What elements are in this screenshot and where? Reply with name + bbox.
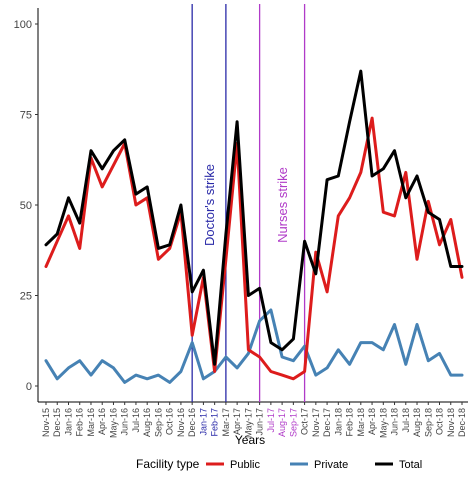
x-tick-label: Nov-15: [41, 408, 51, 437]
x-tick-label: Mar-16: [86, 408, 96, 437]
x-tick-label: Feb-17: [210, 408, 220, 437]
x-tick-label: Nov-17: [311, 408, 321, 437]
x-tick-label: Sep-17: [288, 408, 298, 437]
x-tick-label: Mar-17: [221, 408, 231, 437]
x-tick-label: Dec-16: [187, 408, 197, 437]
x-tick-label: Apr-17: [232, 408, 242, 435]
x-tick-label: Nov-16: [176, 408, 186, 437]
legend: Facility type Public Private Total: [136, 457, 422, 471]
x-tick-label: May-17: [243, 408, 253, 438]
x-tick-label: Sep-16: [153, 408, 163, 437]
legend-title: Facility type: [136, 457, 200, 471]
x-tick-label: Aug-17: [277, 408, 287, 437]
x-tick-label: Mar-18: [356, 408, 366, 437]
x-tick-label: May-16: [108, 408, 118, 438]
x-tick-label: Nov-18: [446, 408, 456, 437]
x-tick-label: Dec-15: [52, 408, 62, 437]
x-tick-label: Feb-16: [75, 408, 85, 437]
series-lines: [44, 69, 464, 384]
legend-label-total: Total: [399, 459, 422, 471]
x-tick-label: Jun-17: [255, 408, 265, 436]
y-tick-label: 50: [20, 200, 32, 212]
x-tick-label: Oct-18: [435, 408, 445, 435]
x-tick-label: Sep-18: [423, 408, 433, 437]
x-tick-label: Jul-17: [266, 408, 276, 433]
x-tick-label: Oct-17: [300, 408, 310, 435]
annotation-label: Doctor's strike: [202, 164, 217, 246]
x-tick-label: Jun-18: [390, 408, 400, 436]
x-axis-label: Years: [235, 433, 265, 447]
x-tick-label: Aug-16: [142, 408, 152, 437]
y-tick-label: 100: [14, 19, 32, 31]
x-tick-label: Apr-18: [367, 408, 377, 435]
x-tick-label: Jun-16: [120, 408, 130, 436]
axes: [35, 8, 468, 405]
x-tick-label: Apr-16: [97, 408, 107, 435]
series-line-total: [44, 69, 464, 366]
legend-label-private: Private: [314, 459, 348, 471]
x-tick-label: Jan-18: [333, 408, 343, 436]
x-tick-label: Jul-18: [401, 408, 411, 433]
x-tick-label: Feb-18: [345, 408, 355, 437]
y-tick-label: 75: [20, 110, 32, 122]
annotation-label: Nurses strike: [275, 167, 290, 243]
x-tick-label: Aug-18: [412, 408, 422, 437]
x-tick-label: Jul-16: [131, 408, 141, 433]
x-tick-label: Jan-16: [63, 408, 73, 436]
tick-labels: 0 25 50 75 100 Nov-15 Dec-15 Jan-16 Feb-16 Mar-16…: [14, 19, 467, 438]
y-tick-label: 25: [20, 291, 32, 303]
x-tick-label: Dec-18: [457, 408, 467, 437]
x-tick-label: May-18: [378, 408, 388, 438]
x-tick-label: Jan-17: [198, 408, 208, 436]
legend-label-public: Public: [230, 459, 260, 471]
x-tick-label: Dec-17: [322, 408, 332, 437]
x-tick-label: Oct-16: [165, 408, 175, 435]
y-tick-label: 0: [26, 381, 32, 393]
series-line-public: [44, 116, 464, 381]
series-line-private: [44, 308, 464, 384]
